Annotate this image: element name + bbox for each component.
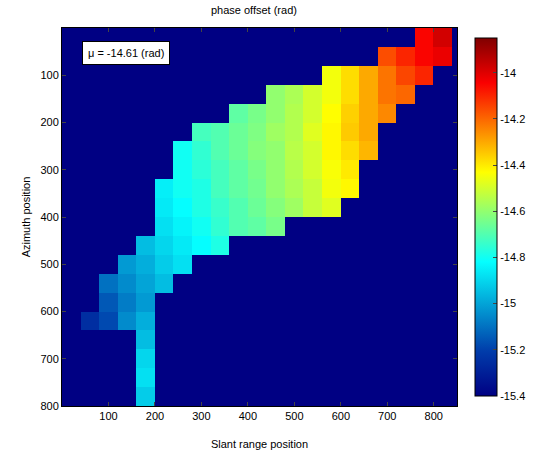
svg-text:-14.6: -14.6 bbox=[500, 205, 525, 217]
svg-text:-14.8: -14.8 bbox=[500, 251, 525, 263]
svg-text:phase offset (rad): phase offset (rad) bbox=[211, 4, 297, 16]
svg-text:800: 800 bbox=[40, 400, 58, 412]
svg-text:100: 100 bbox=[40, 69, 58, 81]
svg-text:300: 300 bbox=[192, 410, 210, 422]
svg-text:400: 400 bbox=[40, 211, 58, 223]
svg-text:-15.4: -15.4 bbox=[500, 390, 525, 402]
svg-text:Azimuth position: Azimuth position bbox=[20, 177, 32, 258]
svg-text:500: 500 bbox=[285, 410, 303, 422]
svg-text:200: 200 bbox=[146, 410, 164, 422]
svg-text:200: 200 bbox=[40, 116, 58, 128]
svg-text:300: 300 bbox=[40, 164, 58, 176]
svg-text:-15: -15 bbox=[500, 297, 516, 309]
svg-text:-14.2: -14.2 bbox=[500, 113, 525, 125]
svg-text:-14.4: -14.4 bbox=[500, 159, 525, 171]
svg-text:-15.2: -15.2 bbox=[500, 344, 525, 356]
svg-text:700: 700 bbox=[378, 410, 396, 422]
svg-text:600: 600 bbox=[40, 305, 58, 317]
svg-text:400: 400 bbox=[239, 410, 257, 422]
svg-text:800: 800 bbox=[425, 410, 443, 422]
svg-text:600: 600 bbox=[332, 410, 350, 422]
svg-text:500: 500 bbox=[40, 258, 58, 270]
svg-text:μ = -14.61 (rad): μ = -14.61 (rad) bbox=[88, 47, 164, 59]
svg-text:100: 100 bbox=[99, 410, 117, 422]
svg-text:700: 700 bbox=[40, 353, 58, 365]
svg-text:-14: -14 bbox=[500, 67, 516, 79]
svg-text:Slant range position: Slant range position bbox=[211, 438, 308, 450]
